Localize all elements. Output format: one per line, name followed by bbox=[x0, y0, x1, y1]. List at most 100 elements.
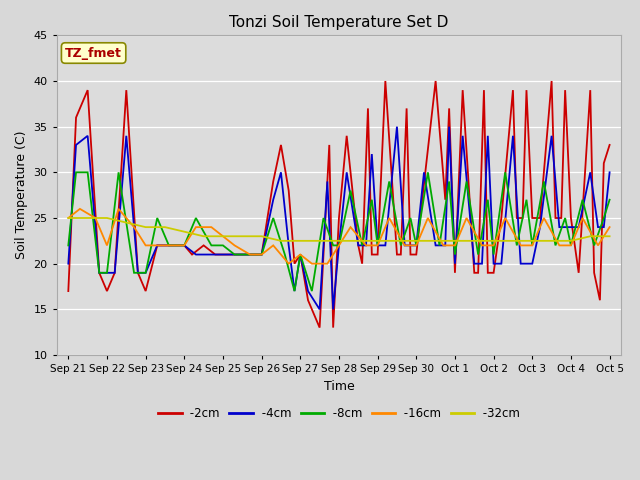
-32cm bbox=[432, 238, 440, 244]
-4cm bbox=[258, 252, 266, 257]
-32cm bbox=[509, 238, 516, 244]
-8cm bbox=[412, 242, 420, 248]
Line: -2cm: -2cm bbox=[68, 81, 609, 328]
-16cm bbox=[258, 252, 266, 257]
-16cm bbox=[230, 242, 238, 248]
-16cm bbox=[92, 215, 99, 221]
X-axis label: Time: Time bbox=[324, 380, 355, 393]
-32cm bbox=[122, 220, 130, 226]
Line: -32cm: -32cm bbox=[68, 218, 609, 241]
-2cm bbox=[291, 261, 298, 266]
-16cm bbox=[501, 215, 509, 221]
Y-axis label: Soil Temperature (C): Soil Temperature (C) bbox=[15, 131, 28, 259]
-32cm bbox=[470, 238, 478, 244]
-16cm bbox=[142, 242, 150, 248]
-8cm bbox=[605, 197, 613, 203]
-8cm bbox=[424, 169, 432, 175]
-4cm bbox=[605, 169, 613, 175]
-32cm bbox=[335, 238, 343, 244]
-2cm bbox=[374, 252, 381, 257]
-16cm bbox=[490, 242, 497, 248]
-16cm bbox=[401, 242, 408, 248]
-32cm bbox=[180, 229, 188, 235]
Line: -16cm: -16cm bbox=[68, 209, 609, 264]
-2cm bbox=[381, 78, 389, 84]
-32cm bbox=[316, 238, 323, 244]
-16cm bbox=[529, 242, 536, 248]
-32cm bbox=[65, 215, 72, 221]
-16cm bbox=[385, 215, 393, 221]
Text: TZ_fmet: TZ_fmet bbox=[65, 47, 122, 60]
-16cm bbox=[246, 252, 254, 257]
-16cm bbox=[219, 233, 227, 239]
-16cm bbox=[180, 242, 188, 248]
-16cm bbox=[362, 242, 370, 248]
-16cm bbox=[594, 242, 602, 248]
-16cm bbox=[424, 215, 432, 221]
-16cm bbox=[308, 261, 316, 266]
-4cm bbox=[65, 261, 72, 266]
-16cm bbox=[296, 252, 304, 257]
Line: -4cm: -4cm bbox=[68, 127, 609, 309]
-32cm bbox=[605, 233, 613, 239]
-4cm bbox=[556, 224, 563, 230]
-2cm bbox=[548, 78, 556, 84]
-32cm bbox=[355, 238, 362, 244]
-4cm bbox=[594, 224, 602, 230]
-2cm bbox=[605, 142, 613, 148]
Title: Tonzi Soil Temperature Set D: Tonzi Soil Temperature Set D bbox=[229, 15, 449, 30]
-16cm bbox=[76, 206, 84, 212]
-16cm bbox=[374, 242, 381, 248]
-32cm bbox=[529, 238, 536, 244]
-32cm bbox=[296, 238, 304, 244]
-4cm bbox=[374, 242, 381, 248]
-32cm bbox=[200, 233, 207, 239]
-32cm bbox=[490, 238, 497, 244]
-32cm bbox=[374, 238, 381, 244]
-16cm bbox=[540, 215, 548, 221]
-8cm bbox=[451, 252, 459, 257]
-16cm bbox=[517, 242, 525, 248]
-8cm bbox=[445, 179, 453, 184]
-32cm bbox=[548, 238, 556, 244]
-16cm bbox=[412, 242, 420, 248]
-32cm bbox=[161, 224, 169, 230]
-32cm bbox=[142, 224, 150, 230]
-4cm bbox=[330, 306, 337, 312]
-16cm bbox=[65, 215, 72, 221]
-32cm bbox=[412, 238, 420, 244]
-16cm bbox=[269, 242, 277, 248]
-16cm bbox=[103, 242, 111, 248]
-16cm bbox=[323, 261, 331, 266]
-2cm bbox=[65, 288, 72, 294]
-32cm bbox=[258, 233, 266, 239]
-16cm bbox=[605, 224, 613, 230]
-16cm bbox=[130, 224, 138, 230]
-32cm bbox=[567, 238, 575, 244]
-32cm bbox=[586, 233, 594, 239]
Legend:  -2cm,  -4cm,  -8cm,  -16cm,  -32cm: -2cm, -4cm, -8cm, -16cm, -32cm bbox=[154, 402, 525, 425]
-4cm bbox=[207, 252, 215, 257]
-16cm bbox=[285, 261, 292, 266]
-2cm bbox=[575, 270, 582, 276]
-16cm bbox=[169, 242, 177, 248]
-16cm bbox=[567, 242, 575, 248]
-8cm bbox=[513, 242, 521, 248]
-8cm bbox=[72, 169, 80, 175]
-16cm bbox=[440, 242, 447, 248]
-16cm bbox=[556, 242, 563, 248]
-16cm bbox=[463, 215, 470, 221]
-8cm bbox=[243, 252, 250, 257]
-4cm bbox=[316, 306, 323, 312]
-8cm bbox=[291, 288, 298, 294]
-32cm bbox=[219, 233, 227, 239]
-8cm bbox=[65, 242, 72, 248]
-4cm bbox=[393, 124, 401, 130]
-16cm bbox=[154, 242, 161, 248]
-2cm bbox=[557, 215, 565, 221]
-2cm bbox=[316, 325, 323, 331]
-16cm bbox=[335, 242, 343, 248]
-32cm bbox=[103, 215, 111, 221]
-16cm bbox=[579, 215, 586, 221]
-32cm bbox=[84, 215, 92, 221]
